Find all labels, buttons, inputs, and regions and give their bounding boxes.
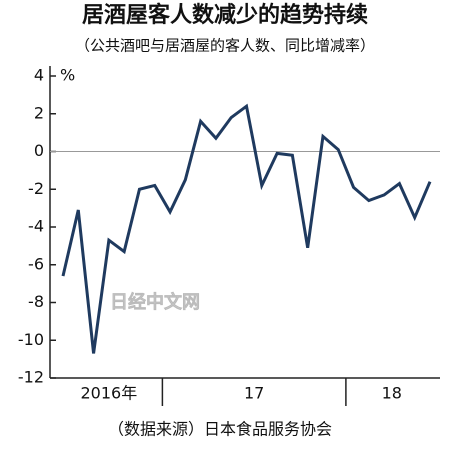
source: （数据来源）日本食品服务协会 <box>108 420 332 439</box>
y-tick-label: -10 <box>18 330 44 349</box>
chart-title: 居酒屋客人数减少的趋势持续 <box>82 2 368 28</box>
y-tick-label: -12 <box>18 368 44 387</box>
y-tick-label: -8 <box>28 292 44 311</box>
watermark: 日经中文网 <box>110 291 200 313</box>
y-tick-label: -4 <box>28 217 44 236</box>
y-tick-label: 0 <box>34 141 44 160</box>
x-group-label: 18 <box>382 384 402 403</box>
y-tick-label: -2 <box>28 179 44 198</box>
subtitle: （公共酒吧与居酒屋的客人数、同比增减率） <box>75 37 375 55</box>
y-unit: % <box>60 66 75 85</box>
line <box>61 103 432 354</box>
y-tick-label: -6 <box>28 254 44 273</box>
y-tick-label: 4 <box>34 66 44 85</box>
x-group-label: 2016年 <box>81 384 138 403</box>
x-group-label: 17 <box>244 384 264 403</box>
y-tick-label: 2 <box>34 103 44 122</box>
